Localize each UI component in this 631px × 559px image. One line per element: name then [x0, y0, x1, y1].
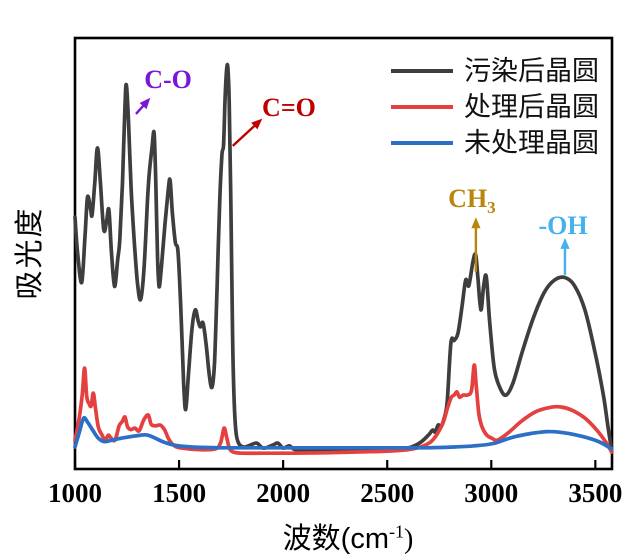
- x-tick-label-3000: 3000: [464, 478, 519, 508]
- legend-label-1: 处理后晶圆: [464, 91, 599, 122]
- annotation-arrowhead-3: [560, 237, 570, 249]
- annotation-subscript: 3: [487, 198, 496, 218]
- annotation-text: -OH: [538, 211, 588, 241]
- x-axis-title-close-paren: ): [404, 524, 414, 555]
- annotation-arrow-line-0: [135, 103, 146, 115]
- annotation-text: C=O: [262, 92, 316, 122]
- annotation-arrowhead-0: [139, 97, 151, 110]
- legend-line-swatch-0: [391, 69, 453, 73]
- x-tick-label-2000: 2000: [256, 478, 311, 508]
- series-line-2: [73, 415, 614, 451]
- x-tick-label-1000: 1000: [48, 478, 102, 508]
- x-tick-label-2500: 2500: [360, 478, 415, 508]
- annotation-label-1: C=O: [262, 93, 316, 123]
- legend: 污染后晶圆处理后晶圆未处理晶圆: [391, 53, 599, 161]
- annotation-text: C-O: [144, 65, 192, 95]
- x-axis-title: 波数(cm-1): [283, 515, 414, 557]
- annotation-text: CH: [448, 183, 488, 213]
- x-tick-label-1500: 1500: [152, 478, 207, 508]
- annotation-label-0: C-O: [144, 65, 192, 95]
- legend-item-1: 处理后晶圆: [391, 89, 599, 125]
- legend-item-0: 污染后晶圆: [391, 53, 599, 89]
- annotation-label-3: -OH: [539, 211, 588, 241]
- annotation-arrowhead-1: [251, 118, 263, 130]
- y-axis-title: 吸光度: [14, 206, 46, 300]
- plot-border: [73, 36, 614, 471]
- x-axis-title-superscript: -1: [389, 521, 404, 542]
- annotation-arrowhead-2: [471, 217, 481, 229]
- legend-line-swatch-2: [391, 141, 453, 145]
- annotation-arrow-line-1: [231, 123, 257, 147]
- x-axis-title-text: 波数(cm: [282, 523, 389, 555]
- legend-item-2: 未处理晶圆: [391, 125, 599, 161]
- annotation-label-2: CH3: [448, 184, 496, 218]
- legend-label-2: 未处理晶圆: [464, 127, 599, 158]
- legend-line-swatch-1: [391, 105, 453, 109]
- legend-label-0: 污染后晶圆: [464, 55, 599, 86]
- x-tick-label-3500: 3500: [568, 478, 623, 508]
